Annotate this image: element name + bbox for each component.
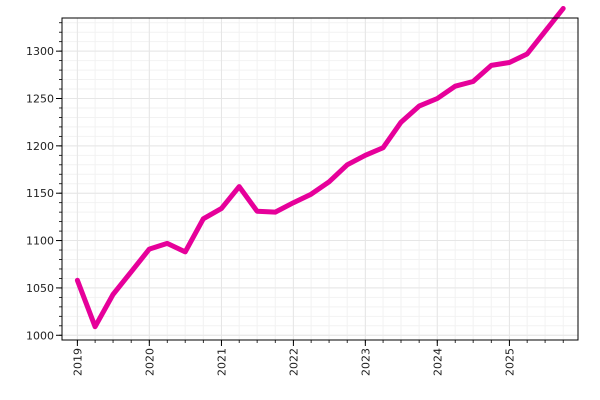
y-tick-label: 1100 bbox=[26, 235, 54, 248]
x-tick-label: 2023 bbox=[359, 348, 372, 376]
x-tick-label: 2025 bbox=[503, 348, 516, 376]
y-tick-label: 1000 bbox=[26, 329, 54, 342]
y-tick-label: 1250 bbox=[26, 93, 54, 106]
x-tick-label: 2022 bbox=[287, 348, 300, 376]
series-line-0 bbox=[74, 6, 566, 330]
y-tick-label: 1050 bbox=[26, 282, 54, 295]
y-tick-label: 1150 bbox=[26, 187, 54, 200]
grid bbox=[62, 18, 578, 340]
x-tick-label: 2019 bbox=[71, 348, 84, 376]
x-tick-label: 2020 bbox=[143, 348, 156, 376]
plot-frame bbox=[61, 17, 579, 341]
series-layer bbox=[74, 6, 566, 330]
y-tick-label: 1300 bbox=[26, 45, 54, 58]
tick-labels: 1000 1050 1100 1150 1200 1250 1300 2019 2020 2021… bbox=[26, 45, 516, 376]
x-tick-label: 2024 bbox=[431, 348, 444, 376]
y-tick-label: 1200 bbox=[26, 140, 54, 153]
axes bbox=[56, 17, 579, 346]
x-tick-label: 2021 bbox=[215, 348, 228, 376]
